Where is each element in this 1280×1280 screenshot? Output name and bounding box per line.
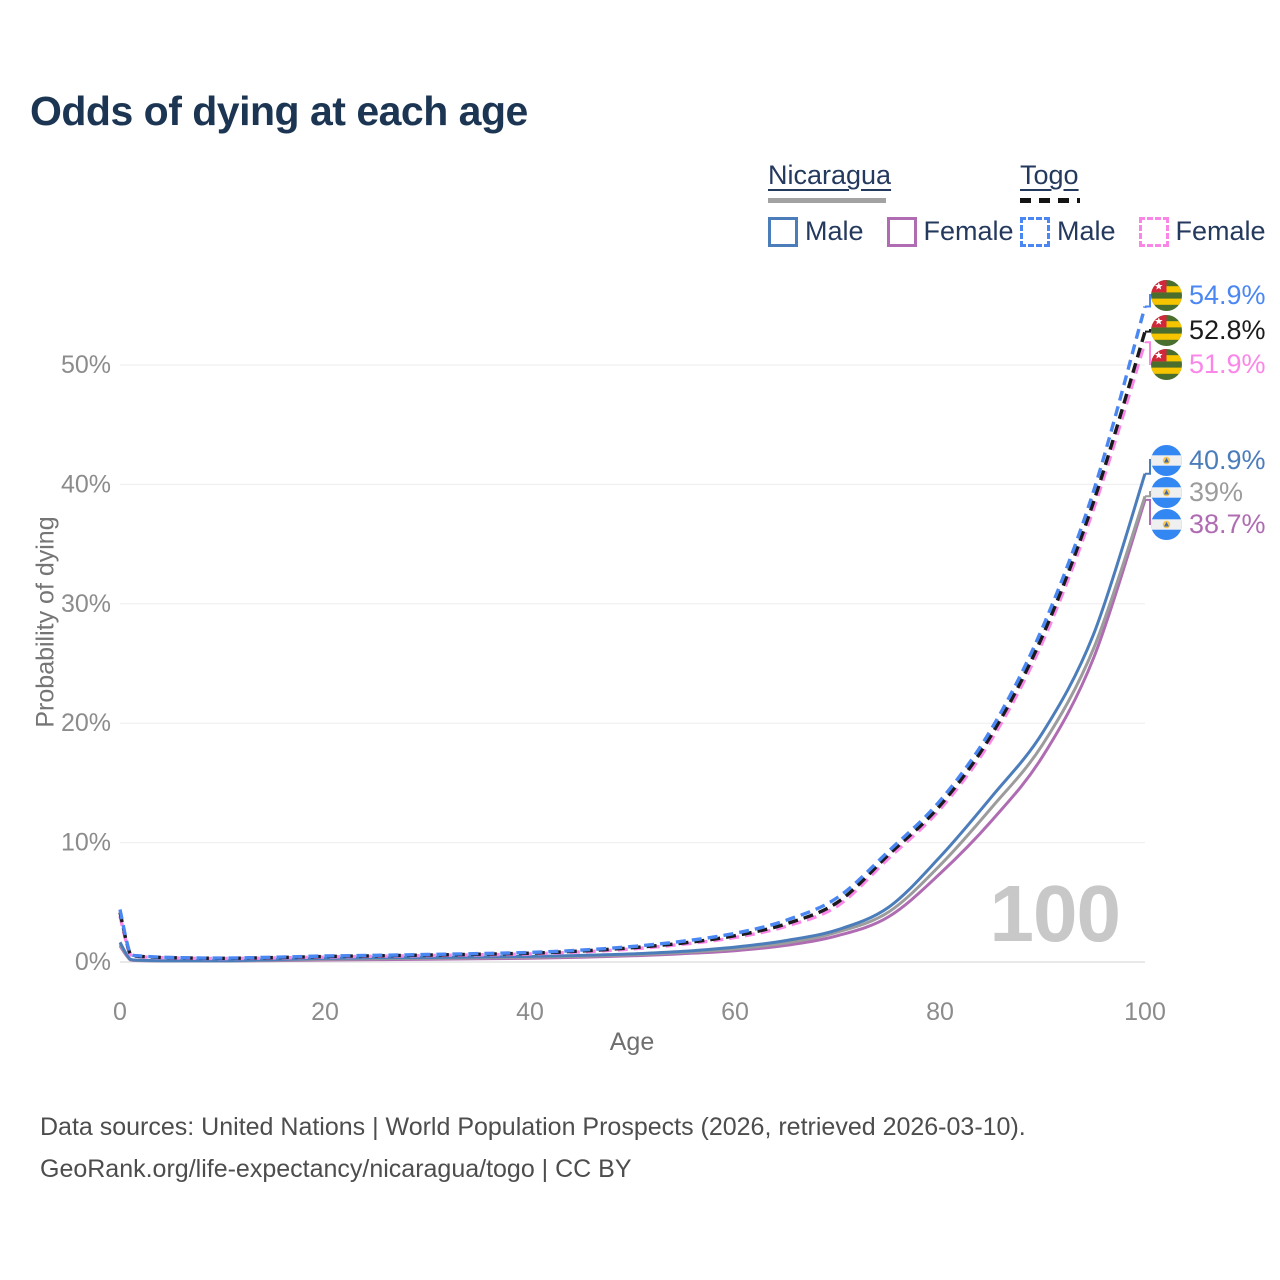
- nicaragua-male-swatch-icon: [768, 216, 798, 247]
- legend-group-nicaragua: Nicaragua Male Female: [768, 160, 1014, 247]
- legend-group-togo: Togo Male Female: [1020, 160, 1266, 247]
- togo-flag-icon: [1151, 349, 1182, 380]
- svg-text:100: 100: [1124, 998, 1166, 1026]
- end-label-togo-male: 54.9%: [1151, 280, 1266, 311]
- svg-text:20%: 20%: [61, 709, 111, 737]
- togo-line-style-swatch: [1020, 198, 1080, 203]
- legend-item-togo-female[interactable]: Female: [1138, 216, 1266, 247]
- legend-label: Female: [1175, 216, 1266, 246]
- data-sources-footer: Data sources: United Nations | World Pop…: [40, 1106, 1026, 1190]
- togo-flag-icon: [1151, 315, 1182, 346]
- footer-line-1: Data sources: United Nations | World Pop…: [40, 1113, 1026, 1141]
- y-axis-title: Probability of dying: [31, 516, 60, 728]
- svg-text:30%: 30%: [61, 590, 111, 618]
- svg-text:60: 60: [721, 998, 749, 1026]
- legend-title-togo[interactable]: Togo: [1020, 160, 1079, 190]
- togo-female-swatch-icon: [1138, 216, 1169, 247]
- svg-text:10%: 10%: [61, 829, 111, 857]
- svg-text:50%: 50%: [61, 351, 111, 379]
- nicaragua-flag-icon: [1151, 445, 1182, 476]
- nicaragua-line-style-swatch: [768, 198, 886, 203]
- svg-text:0%: 0%: [75, 948, 111, 976]
- value-label: 38.7%: [1189, 509, 1266, 539]
- legend-item-togo-male[interactable]: Male: [1020, 216, 1116, 247]
- value-label: 52.8%: [1189, 315, 1266, 345]
- nicaragua-flag-icon: [1151, 509, 1182, 540]
- svg-text:40%: 40%: [61, 470, 111, 498]
- end-label-nicaragua-male: 40.9%: [1151, 445, 1266, 476]
- x-axis-title: Age: [609, 1028, 655, 1056]
- footer-line-2: GeoRank.org/life-expectancy/nicaragua/to…: [40, 1155, 632, 1183]
- legend-title-nicaragua[interactable]: Nicaragua: [768, 160, 892, 190]
- svg-text:20: 20: [311, 998, 339, 1026]
- legend-item-nicaragua-male[interactable]: Male: [768, 216, 864, 247]
- legend-label: Male: [1057, 216, 1116, 246]
- togo-flag-icon: [1151, 280, 1182, 311]
- end-label-togo-female: 51.9%: [1151, 349, 1266, 380]
- end-label-nicaragua-female: 38.7%: [1151, 509, 1266, 540]
- togo-male-swatch-icon: [1020, 216, 1050, 247]
- legend-label: Male: [805, 216, 864, 246]
- hover-age-watermark: 100: [989, 869, 1121, 958]
- value-label: 51.9%: [1189, 349, 1266, 379]
- end-label-nicaragua-both: 39%: [1151, 477, 1243, 508]
- value-label: 54.9%: [1189, 280, 1266, 310]
- svg-text:80: 80: [926, 998, 954, 1026]
- legend-label: Female: [923, 216, 1014, 246]
- end-label-togo-both: 52.8%: [1151, 315, 1266, 346]
- svg-text:0: 0: [113, 998, 127, 1026]
- nicaragua-flag-icon: [1151, 477, 1182, 508]
- value-label: 39%: [1189, 477, 1244, 507]
- value-label: 40.9%: [1189, 445, 1266, 475]
- svg-text:40: 40: [516, 998, 544, 1026]
- page-title: Odds of dying at each age: [30, 88, 528, 134]
- nicaragua-female-swatch-icon: [886, 216, 917, 247]
- legend-item-nicaragua-female[interactable]: Female: [886, 216, 1014, 247]
